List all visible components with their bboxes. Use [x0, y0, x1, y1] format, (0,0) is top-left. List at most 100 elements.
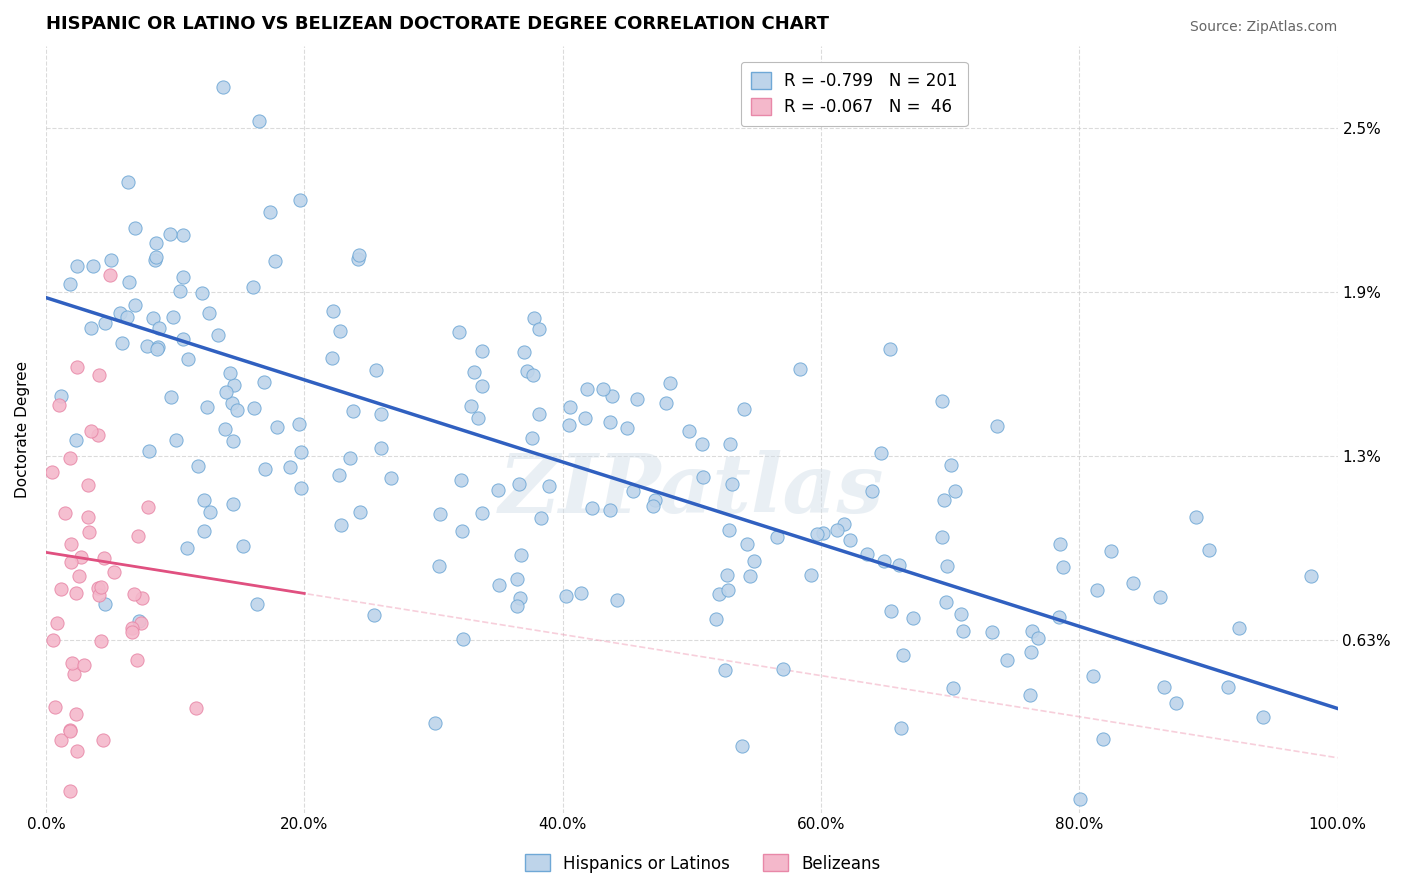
Point: [506, 573, 529, 587]
Point: [869, 446, 891, 460]
Point: [67, 569, 90, 583]
Point: [1099, 544, 1122, 558]
Point: [508, 477, 530, 491]
Point: [162, 310, 184, 324]
Point: [714, 664, 737, 678]
Point: [558, 400, 581, 414]
Point: [100, 253, 122, 268]
Point: [63, 667, 86, 681]
Text: HISPANIC OR LATINO VS BELIZEAN DOCTORATE DEGREE CORRELATION CHART: HISPANIC OR LATINO VS BELIZEAN DOCTORATE…: [46, 15, 830, 33]
Point: [214, 422, 236, 436]
Point: [59, 450, 82, 465]
Point: [207, 328, 229, 343]
Point: [146, 343, 169, 357]
Point: [122, 587, 145, 601]
Point: [1149, 591, 1171, 605]
Point: [832, 517, 855, 532]
Point: [177, 352, 200, 367]
Point: [1218, 680, 1240, 694]
Point: [879, 343, 901, 357]
Point: [981, 625, 1004, 640]
Point: [806, 527, 828, 541]
Point: [935, 595, 957, 609]
Point: [716, 568, 738, 582]
Point: [880, 604, 903, 618]
Point: [290, 445, 312, 459]
Point: [94, 316, 117, 330]
Point: [707, 587, 730, 601]
Point: [198, 505, 221, 519]
Point: [1301, 569, 1323, 583]
Point: [266, 419, 288, 434]
Point: [574, 411, 596, 425]
Point: [1047, 610, 1070, 624]
Point: [131, 615, 153, 630]
Point: [65, 433, 87, 447]
Point: [41, 465, 63, 479]
Point: [288, 194, 311, 208]
Point: [655, 396, 678, 410]
Point: [678, 424, 700, 438]
Point: [117, 175, 139, 189]
Legend: Hispanics or Latinos, Belizeans: Hispanics or Latinos, Belizeans: [519, 847, 887, 880]
Point: [718, 437, 741, 451]
Point: [460, 399, 482, 413]
Point: [690, 437, 713, 451]
Point: [98, 268, 121, 282]
Point: [508, 591, 530, 605]
Point: [172, 269, 194, 284]
Point: [463, 365, 485, 379]
Point: [427, 559, 450, 574]
Point: [716, 582, 738, 597]
Point: [692, 469, 714, 483]
Point: [321, 351, 343, 365]
Point: [242, 279, 264, 293]
Point: [66, 259, 89, 273]
Point: [1019, 689, 1042, 703]
Point: [131, 591, 153, 606]
Point: [90, 634, 112, 648]
Point: [278, 460, 301, 475]
Point: [527, 407, 550, 421]
Point: [512, 344, 534, 359]
Point: [1227, 621, 1250, 635]
Point: [363, 607, 385, 622]
Point: [65, 706, 87, 721]
Point: [471, 344, 494, 359]
Point: [176, 541, 198, 556]
Point: [380, 470, 402, 484]
Point: [111, 335, 134, 350]
Point: [254, 462, 277, 476]
Point: [90, 580, 112, 594]
Point: [811, 525, 834, 540]
Point: [215, 384, 238, 399]
Point: [143, 252, 166, 267]
Point: [370, 441, 392, 455]
Point: [932, 493, 955, 508]
Point: [264, 253, 287, 268]
Point: [721, 477, 744, 491]
Point: [1185, 510, 1208, 524]
Point: [800, 567, 823, 582]
Point: [1153, 680, 1175, 694]
Point: [1069, 792, 1091, 806]
Point: [225, 402, 247, 417]
Point: [890, 721, 912, 735]
Point: [943, 484, 966, 499]
Point: [148, 321, 170, 335]
Point: [1081, 669, 1104, 683]
Point: [259, 205, 281, 219]
Point: [738, 569, 761, 583]
Point: [530, 510, 553, 524]
Point: [138, 444, 160, 458]
Point: [195, 400, 218, 414]
Point: [509, 548, 531, 562]
Point: [735, 537, 758, 551]
Text: Source: ZipAtlas.com: Source: ZipAtlas.com: [1191, 21, 1337, 34]
Point: [766, 530, 789, 544]
Point: [136, 500, 159, 514]
Point: [59, 277, 82, 291]
Point: [103, 566, 125, 580]
Point: [451, 632, 474, 646]
Point: [731, 739, 754, 754]
